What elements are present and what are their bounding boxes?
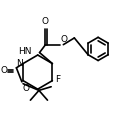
Text: O: O — [61, 35, 68, 44]
Text: F: F — [55, 75, 61, 84]
Text: N: N — [16, 59, 23, 68]
Text: HN: HN — [18, 47, 32, 56]
Text: O: O — [0, 66, 7, 75]
Text: O: O — [42, 17, 49, 26]
Text: O: O — [23, 84, 29, 93]
